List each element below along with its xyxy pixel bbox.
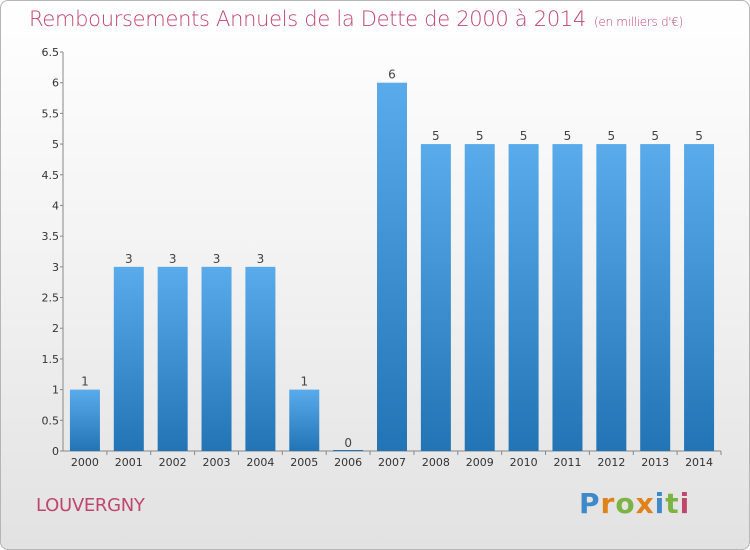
- x-tick-label: 2003: [203, 456, 231, 469]
- bar: [69, 389, 100, 451]
- chart-labels: 1 3 3 3 3 1 0 6 5 5 5 5 5 5 5: [81, 68, 703, 450]
- data-label: 1: [300, 375, 308, 389]
- bar: [245, 266, 276, 451]
- data-label: 3: [125, 252, 133, 266]
- bar: [157, 266, 188, 451]
- bar: [464, 144, 495, 452]
- y-tick-label: 3.5: [42, 230, 60, 243]
- x-tick-label: 2013: [641, 456, 669, 469]
- bar: [420, 144, 451, 452]
- logo-letter: o: [615, 487, 636, 520]
- y-tick-label: 6: [52, 77, 59, 90]
- x-tick-label: 2011: [553, 456, 581, 469]
- data-label: 5: [476, 129, 484, 143]
- logo-letter: r: [600, 487, 616, 520]
- proxiti-logo: Proxiti: [579, 487, 690, 520]
- x-tick-label: 2001: [115, 456, 143, 469]
- x-tick-label: 2006: [334, 456, 362, 469]
- logo-letter: x: [635, 487, 655, 520]
- bar: [640, 144, 671, 452]
- chart-unit: (en milliers d'€): [594, 15, 684, 29]
- x-tick-label: 2004: [246, 456, 274, 469]
- y-tick-label: 4: [52, 199, 59, 212]
- y-tick-label: 4.5: [42, 169, 60, 182]
- chart-title: Remboursements Annuels de la Dette de 20…: [29, 7, 683, 31]
- data-label: 5: [564, 129, 572, 143]
- y-tick-label: 0: [52, 445, 59, 458]
- y-tick-label: 6.5: [42, 46, 60, 59]
- data-label: 5: [520, 129, 528, 143]
- bar: [289, 389, 320, 451]
- x-tick-label: 2007: [378, 456, 406, 469]
- data-label: 5: [608, 129, 616, 143]
- data-label: 3: [257, 252, 265, 266]
- bar: [552, 144, 583, 452]
- chart-title-text: Remboursements Annuels de la Dette de 20…: [29, 7, 586, 31]
- logo-letter: i: [679, 487, 691, 520]
- bar: [377, 82, 407, 451]
- chart-axes: 0 0.5 1 1.5 2 2.5 3 3.5 4 4.5 5 5.5 6 6.5 2000 2001 2002…: [42, 46, 722, 469]
- x-tick-label: 2008: [422, 456, 450, 469]
- logo-letter: P: [579, 487, 601, 520]
- logo-letter: t: [665, 487, 680, 520]
- data-label: 6: [388, 68, 396, 82]
- bar: [596, 144, 627, 452]
- x-tick-label: 2012: [597, 456, 625, 469]
- y-tick-label: 0.5: [42, 414, 60, 427]
- data-label: 3: [169, 252, 177, 266]
- bar: [113, 266, 144, 451]
- data-label: 5: [651, 129, 659, 143]
- data-label: 1: [81, 375, 89, 389]
- x-tick-label: 2014: [685, 456, 713, 469]
- town-name: LOUVERGNY: [36, 495, 145, 516]
- bar: [508, 144, 539, 452]
- y-tick-label: 5.5: [42, 107, 60, 120]
- y-tick-label: 2: [52, 322, 59, 335]
- x-tick-label: 2002: [159, 456, 187, 469]
- data-label: 0: [344, 436, 352, 450]
- y-tick-label: 2.5: [42, 292, 60, 305]
- y-tick-label: 3: [52, 261, 59, 274]
- x-tick-label: 2005: [290, 456, 318, 469]
- data-label: 3: [213, 252, 221, 266]
- y-tick-label: 1: [52, 384, 59, 397]
- y-tick-label: 5: [52, 138, 59, 151]
- data-label: 5: [432, 129, 440, 143]
- x-tick-label: 2009: [466, 456, 494, 469]
- bar: [684, 144, 715, 452]
- bar: [201, 266, 232, 451]
- y-tick-label: 1.5: [42, 353, 60, 366]
- logo-letter: i: [654, 487, 666, 520]
- x-tick-label: 2000: [71, 456, 99, 469]
- x-tick-label: 2010: [510, 456, 538, 469]
- data-label: 5: [695, 129, 703, 143]
- chart-bars: [69, 82, 715, 452]
